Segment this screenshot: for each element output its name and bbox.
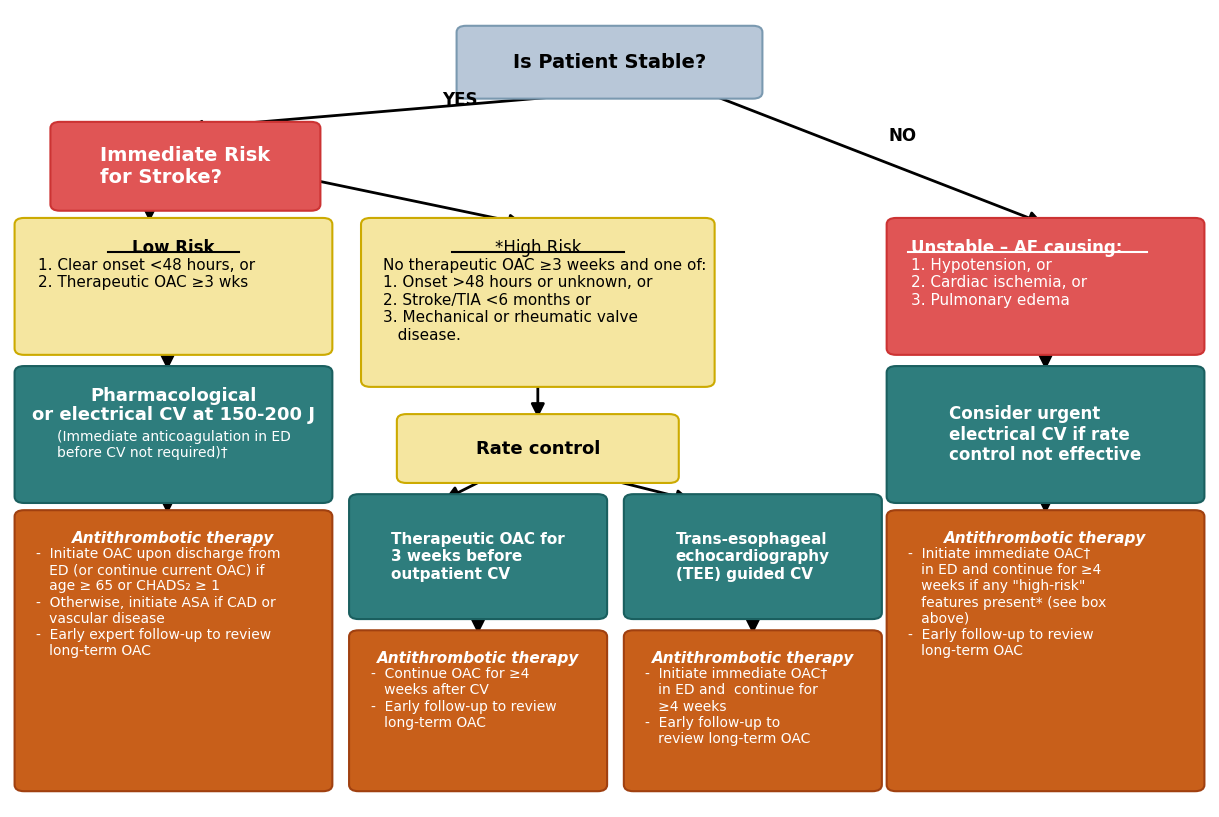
Text: No therapeutic OAC ≥3 weeks and one of:
1. Onset >48 hours or unknown, or
2. Str: No therapeutic OAC ≥3 weeks and one of: … — [383, 258, 706, 342]
FancyBboxPatch shape — [361, 218, 714, 387]
Text: Antithrombotic therapy: Antithrombotic therapy — [652, 651, 855, 666]
FancyBboxPatch shape — [886, 366, 1204, 503]
Text: YES: YES — [442, 92, 478, 109]
Text: Trans-esophageal
echocardiography
(TEE) guided CV: Trans-esophageal echocardiography (TEE) … — [675, 532, 830, 582]
Text: -  Initiate immediate OAC†
   in ED and  continue for
   ≥4 weeks
-  Early follo: - Initiate immediate OAC† in ED and cont… — [645, 667, 828, 746]
Text: *High Risk: *High Risk — [495, 239, 581, 257]
Text: -  Continue OAC for ≥4
   weeks after CV
-  Early follow-up to review
   long-te: - Continue OAC for ≥4 weeks after CV - E… — [371, 667, 556, 730]
Text: Antithrombotic therapy: Antithrombotic therapy — [945, 531, 1147, 546]
FancyBboxPatch shape — [886, 510, 1204, 791]
Text: 1. Hypotension, or
2. Cardiac ischemia, or
3. Pulmonary edema: 1. Hypotension, or 2. Cardiac ischemia, … — [911, 258, 1086, 308]
Text: -  Initiate immediate OAC†
   in ED and continue for ≥4
   weeks if any "high-ri: - Initiate immediate OAC† in ED and cont… — [908, 547, 1107, 659]
Text: Unstable – AF causing:: Unstable – AF causing: — [911, 239, 1121, 257]
FancyBboxPatch shape — [624, 630, 881, 791]
Text: Low Risk: Low Risk — [132, 239, 215, 257]
FancyBboxPatch shape — [15, 366, 333, 503]
FancyBboxPatch shape — [15, 218, 333, 355]
Text: Rate control: Rate control — [475, 440, 600, 458]
FancyBboxPatch shape — [349, 494, 607, 619]
Text: Pharmacological: Pharmacological — [90, 387, 257, 405]
Text: -  Initiate OAC upon discharge from
   ED (or continue current OAC) if
   age ≥ : - Initiate OAC upon discharge from ED (o… — [37, 547, 280, 659]
Text: NO: NO — [889, 127, 917, 145]
Text: Consider urgent
electrical CV if rate
control not effective: Consider urgent electrical CV if rate co… — [950, 404, 1142, 464]
FancyBboxPatch shape — [397, 414, 679, 483]
FancyBboxPatch shape — [15, 510, 333, 791]
Text: Therapeutic OAC for
3 weeks before
outpatient CV: Therapeutic OAC for 3 weeks before outpa… — [391, 532, 564, 582]
FancyBboxPatch shape — [349, 630, 607, 791]
FancyBboxPatch shape — [886, 218, 1204, 355]
Text: Antithrombotic therapy: Antithrombotic therapy — [72, 531, 274, 546]
Text: Antithrombotic therapy: Antithrombotic therapy — [377, 651, 579, 666]
Text: Is Patient Stable?: Is Patient Stable? — [513, 53, 706, 72]
FancyBboxPatch shape — [457, 26, 762, 99]
FancyBboxPatch shape — [624, 494, 881, 619]
FancyBboxPatch shape — [50, 122, 321, 211]
Text: Immediate Risk
for Stroke?: Immediate Risk for Stroke? — [100, 145, 271, 187]
Text: (Immediate anticoagulation in ED
before CV not required)†: (Immediate anticoagulation in ED before … — [56, 430, 290, 460]
Text: or electrical CV at 150-200 J: or electrical CV at 150-200 J — [32, 406, 315, 424]
Text: 1. Clear onset <48 hours, or
2. Therapeutic OAC ≥3 wks: 1. Clear onset <48 hours, or 2. Therapeu… — [39, 258, 256, 290]
